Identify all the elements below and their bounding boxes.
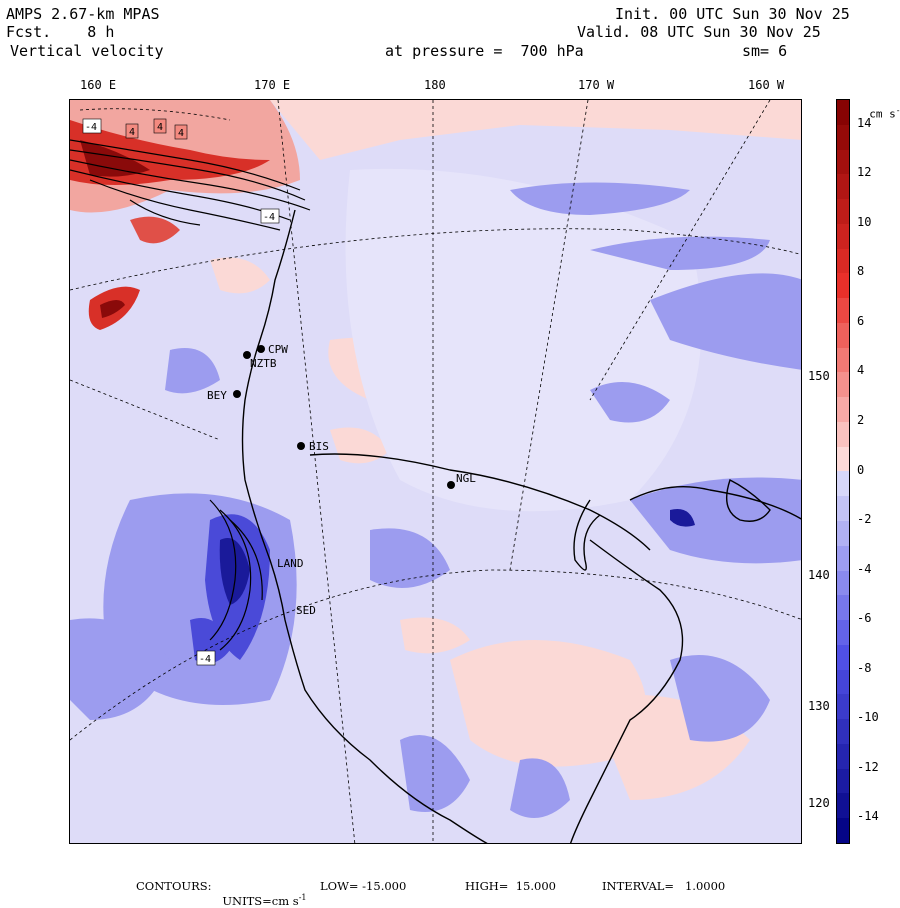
- station-dot: [257, 345, 265, 353]
- contour-label: 4: [178, 128, 184, 139]
- pressure-level: at pressure = 700 hPa: [385, 42, 584, 60]
- colorbar-swatch: [837, 174, 849, 200]
- colorbar-tick-label: 2: [857, 412, 865, 427]
- colorbar-tick-label: -12: [857, 759, 879, 774]
- strong-downward-patches: [219, 509, 695, 605]
- station-dot: [233, 390, 241, 398]
- contour-label: 4: [129, 127, 135, 138]
- colorbar-swatch: [837, 223, 849, 249]
- lon-label: 180: [424, 78, 446, 92]
- contour-label: 4: [157, 122, 163, 133]
- colorbar-swatch: [837, 644, 849, 670]
- station-dot: [297, 442, 305, 450]
- colorbar-swatch: [837, 471, 849, 497]
- colorbar: [836, 99, 850, 844]
- station-dot: [447, 481, 455, 489]
- colorbar-swatch: [837, 273, 849, 299]
- footer-contours: CONTOURS:: [136, 879, 212, 893]
- init-time: Init. 00 UTC Sun 30 Nov 25: [615, 5, 850, 23]
- station-label: SED: [296, 604, 316, 617]
- colorbar-swatch: [837, 793, 849, 819]
- vertical-velocity-map: [69, 99, 802, 844]
- colorbar-swatch: [837, 199, 849, 224]
- lon-label: 170 E: [254, 78, 291, 92]
- footer-interval: INTERVAL= 1.0000: [602, 879, 726, 893]
- colorbar-swatch: [837, 248, 849, 274]
- colorbar-tick-label: -14: [857, 809, 879, 824]
- colorbar-units: cm s-1: [869, 106, 900, 121]
- contour-label: -4: [263, 212, 275, 223]
- colorbar-swatch: [837, 421, 849, 447]
- colorbar-swatch: [837, 372, 849, 398]
- contour-label: -4: [85, 122, 97, 133]
- contour-label-boxes: 4 4 4 -4 -4 -4: [82, 118, 280, 666]
- station-dot: [243, 351, 251, 359]
- colorbar-swatch: [837, 719, 849, 744]
- colorbar-tick-label: -10: [857, 710, 879, 725]
- colorbar-swatch: [837, 818, 849, 843]
- colorbar-tick-label: 8: [857, 264, 865, 279]
- station-label: BEY: [207, 389, 227, 402]
- station-label: LAND: [277, 557, 304, 570]
- colorbar-swatch: [837, 347, 849, 373]
- contour-label: -4: [199, 654, 211, 665]
- footer-high: HIGH= 15.000: [465, 879, 556, 893]
- colorbar-tick-label: 6: [857, 313, 865, 328]
- colorbar-swatch: [837, 100, 849, 125]
- colorbar-swatch: [837, 446, 849, 472]
- coastline: [241, 209, 801, 843]
- colorbar-tick-label: 10: [857, 214, 872, 229]
- colorbar-swatch: [837, 322, 849, 348]
- colorbar-swatch: [837, 545, 849, 571]
- smoothing-value: sm= 6: [742, 42, 788, 60]
- footer-low: LOW= -15.000: [320, 879, 407, 893]
- colorbar-tick-label: 0: [857, 462, 865, 477]
- map-svg: [70, 100, 801, 843]
- colorbar-swatch: [837, 149, 849, 175]
- map-overlay: CPW NZTB BEY BIS NGL LAND SED 4 4 4 -4 -…: [82, 118, 476, 666]
- colorbar-swatch: [837, 743, 849, 769]
- colorbar-tick-label: 12: [857, 165, 872, 180]
- colorbar-swatch: [837, 397, 849, 422]
- station-label: NGL: [456, 472, 476, 485]
- colorbar-swatch: [837, 669, 849, 695]
- colorbar-swatch: [837, 496, 849, 522]
- colorbar-tick-label: 4: [857, 363, 865, 378]
- field-name: Vertical velocity: [10, 42, 164, 60]
- colorbar-tick-label: -2: [857, 512, 872, 527]
- model-title: AMPS 2.67-km MPAS: [6, 5, 160, 23]
- footer-units: UNITS=cm s-1: [222, 893, 307, 908]
- valid-time: Valid. 08 UTC Sun 30 Nov 25: [577, 23, 821, 41]
- colorbar-tick-label: -4: [857, 561, 872, 576]
- colorbar-swatch: [837, 124, 849, 150]
- colorbar-swatch: [837, 768, 849, 794]
- colorbar-tick-label: -8: [857, 660, 872, 675]
- colorbar-swatch: [837, 521, 849, 546]
- forecast-hour: Fcst. 8 h: [6, 23, 115, 41]
- lon-label: 160 W: [748, 78, 785, 92]
- station-markers: CPW NZTB BEY BIS NGL LAND SED: [207, 343, 476, 617]
- colorbar-tick-label: -6: [857, 611, 872, 626]
- colorbar-swatch: [837, 570, 849, 596]
- dense-contour-cluster: [70, 139, 311, 651]
- colorbar-swatch: [837, 620, 849, 645]
- colorbar-swatch: [837, 694, 849, 720]
- colorbar-swatch: [837, 595, 849, 621]
- lon-label: 170 W: [578, 78, 615, 92]
- station-label: CPW: [268, 343, 288, 356]
- colorbar-tick-label: 14: [857, 115, 872, 130]
- colorbar-swatch: [837, 298, 849, 323]
- station-label: BIS: [309, 440, 329, 453]
- station-label: NZTB: [250, 357, 277, 370]
- graticule: [70, 100, 801, 843]
- lon-label: 160 E: [80, 78, 117, 92]
